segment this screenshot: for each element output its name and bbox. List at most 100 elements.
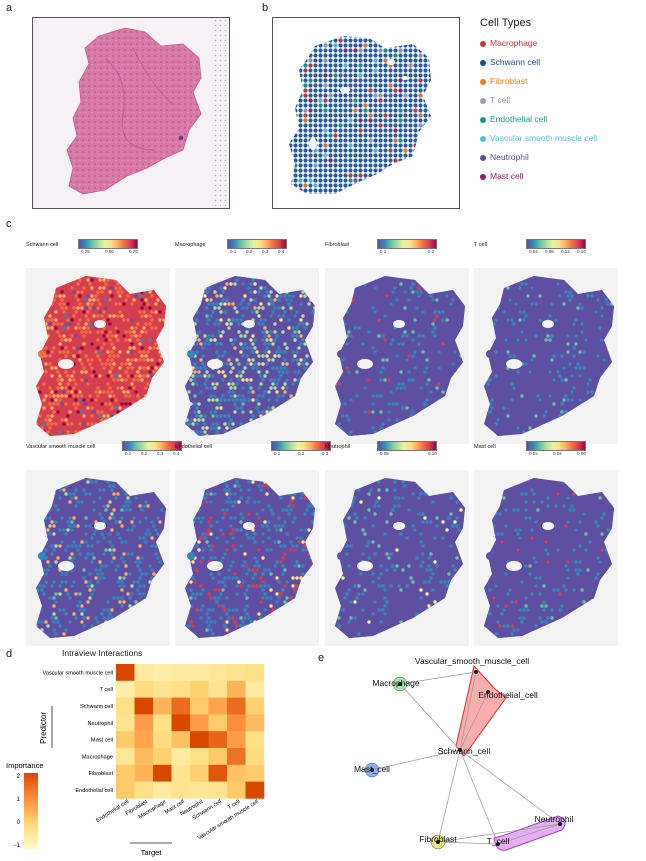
heatmap-cell [190, 714, 209, 732]
celltype-spot [323, 43, 328, 48]
heatmap-cell [208, 664, 228, 682]
map-colorbar [526, 441, 586, 451]
celltype-spot [358, 78, 363, 83]
celltype-spot [303, 108, 308, 113]
heatmap-cell [134, 731, 154, 749]
celltype-spot [368, 118, 373, 123]
celltype-spot [348, 83, 353, 88]
celltype-spot [338, 193, 343, 194]
network-edge [459, 749, 561, 825]
heatmap-cell [116, 748, 135, 766]
heatmap-cell [116, 764, 135, 782]
celltype-spot [368, 113, 373, 118]
network-node [496, 842, 500, 846]
celltype-spot [303, 68, 308, 73]
celltype-spot [293, 123, 298, 128]
network-node-label: T_cell [487, 836, 510, 846]
celltype-spot [358, 48, 363, 53]
celltype-spot [433, 143, 437, 147]
celltype-spot [348, 143, 353, 148]
map-colorbar-tick: 0.2 [298, 451, 305, 456]
celltype-spot [403, 93, 408, 98]
heatmap-cell [245, 731, 265, 749]
celltype-spot [289, 193, 293, 194]
legend-dot-icon [480, 173, 486, 180]
predictor-axis-label: Predictor [39, 712, 48, 744]
heatmap-cell [153, 764, 172, 782]
celltype-spot [353, 98, 358, 103]
he-stain-image [32, 17, 230, 209]
celltype-spot [368, 138, 373, 143]
network-node-label: Macrophage [372, 678, 420, 688]
celltype-spot [323, 83, 328, 88]
celltype-spot [433, 138, 437, 142]
heatmap-cell [227, 731, 246, 749]
spatial-map-svg [36, 276, 166, 436]
celltype-spot [303, 38, 308, 43]
heatmap-cell [153, 748, 172, 766]
celltype-spot [373, 148, 378, 153]
heatmap-cell [116, 781, 135, 799]
spatial-map-svg [36, 478, 166, 638]
celltype-spot [358, 173, 363, 178]
legend-dot-icon [480, 40, 486, 47]
legend-label: Fibroblast [490, 76, 528, 86]
celltype-spot [333, 73, 338, 78]
map-colorbar-tick: 0.08 [545, 249, 554, 254]
legend-item: Schwann cell [480, 57, 540, 67]
network-edge [459, 691, 489, 751]
celltype-spot [398, 48, 403, 53]
heatmap-cell [134, 781, 154, 799]
celltype-spot [289, 93, 293, 98]
celltype-spot [373, 68, 378, 73]
legend-item: Endothelial cell [480, 114, 547, 124]
celltype-spot [308, 58, 313, 63]
celltype-spot [323, 73, 328, 78]
celltype-spot [393, 128, 398, 133]
celltype-spot [378, 123, 383, 128]
celltype-spot [368, 88, 373, 93]
celltype-spot [348, 98, 353, 103]
celltype-spot [418, 53, 423, 58]
heatmap-cell [116, 731, 135, 749]
celltype-spot [428, 118, 431, 123]
legend-item: Macrophage [480, 38, 537, 48]
celltype-spot [353, 193, 358, 194]
legend-dot-icon [480, 116, 486, 123]
network-edge [459, 749, 499, 845]
celltype-spot [408, 63, 413, 68]
celltype-spot [293, 88, 298, 93]
legend-dot-icon [480, 59, 486, 66]
legend-label: Neutrophil [490, 152, 529, 162]
celltype-spot [393, 138, 398, 143]
celltype-spot [383, 48, 388, 53]
network-edge [399, 683, 461, 751]
spatial-map-panel [325, 470, 469, 646]
heatmap-cell [245, 714, 265, 732]
heatmap-cell [190, 731, 209, 749]
heatmap-cell [208, 697, 228, 715]
heatmap-row-label: Macrophage [82, 754, 113, 760]
celltype-spot [318, 98, 323, 103]
map-colorbar-tick: 0.3 [322, 451, 329, 456]
spatial-map-panel [26, 470, 170, 646]
celltype-spot [433, 173, 437, 177]
heatmap-cell [245, 664, 265, 682]
celltype-spot [303, 118, 308, 123]
celltype-spot [308, 153, 313, 158]
heatmap-cell [171, 680, 191, 698]
celltype-spot [298, 188, 303, 193]
celltype-spot [293, 163, 298, 168]
map-colorbar-tick: 0.06 [577, 451, 586, 456]
celltype-spot [393, 88, 398, 93]
panel-label-e: e [318, 652, 325, 664]
heatmap-cell [245, 697, 265, 715]
heatmap-cell [153, 697, 172, 715]
he-tissue-section [66, 27, 202, 195]
heatmap-cell [134, 748, 154, 766]
celltype-spot [303, 83, 308, 88]
celltype-spot [358, 128, 363, 133]
heatmap-row-label: Endothelial cell [75, 788, 113, 794]
celltype-spot [298, 178, 303, 183]
celltype-spot [378, 48, 383, 53]
